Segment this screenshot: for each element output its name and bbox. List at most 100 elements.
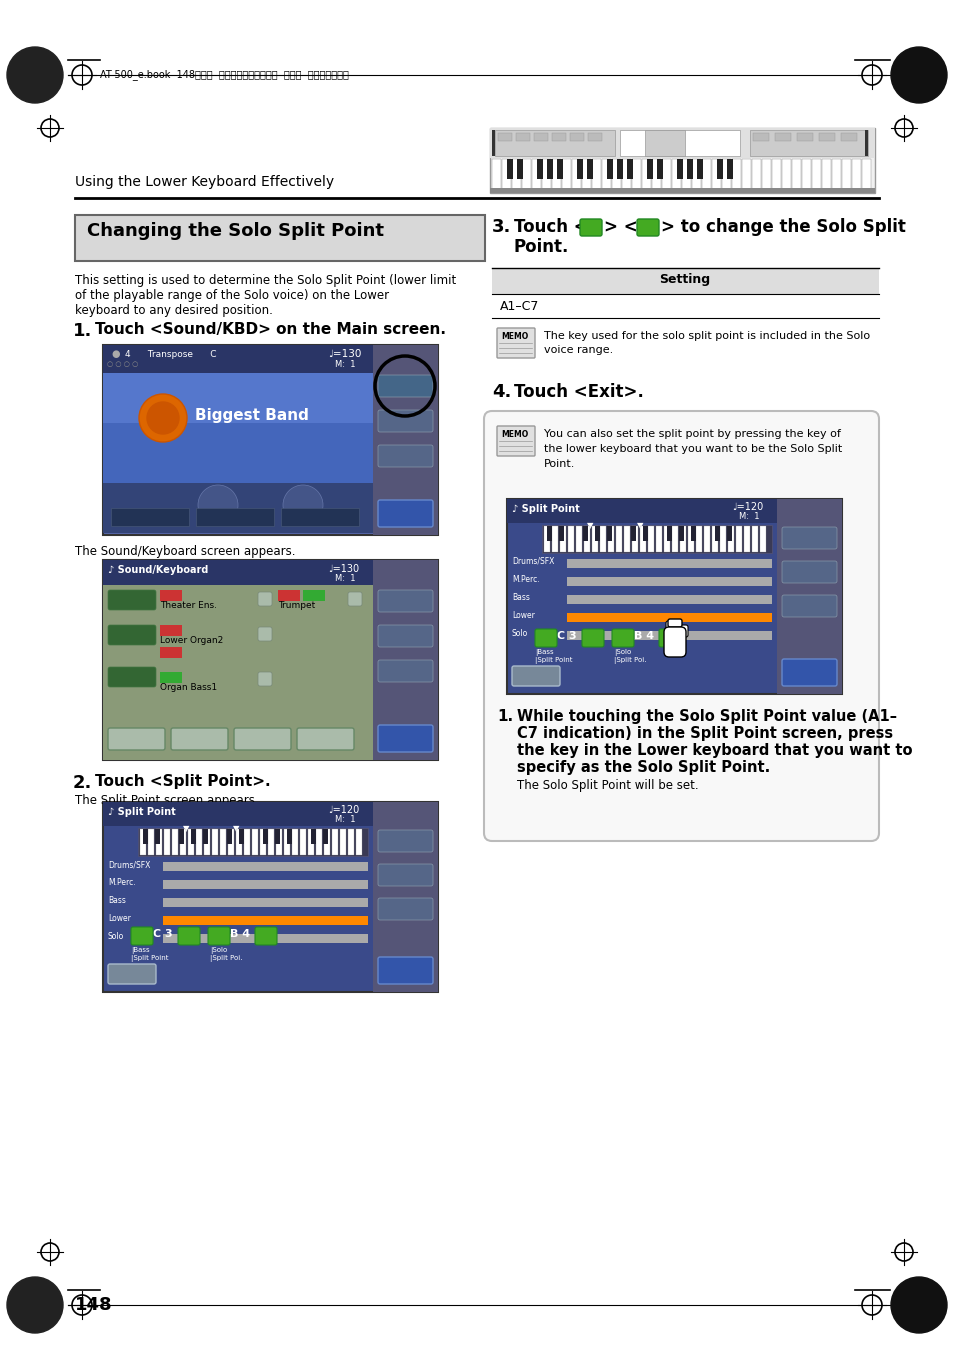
FancyBboxPatch shape: [108, 667, 156, 688]
Text: ▼: ▼: [183, 824, 190, 834]
FancyBboxPatch shape: [108, 965, 156, 984]
Bar: [796, 132, 812, 141]
FancyBboxPatch shape: [377, 865, 433, 886]
Bar: [497, 132, 512, 141]
Bar: [103, 345, 437, 373]
FancyBboxPatch shape: [377, 957, 433, 984]
Text: ♩=120: ♩=120: [328, 805, 359, 815]
Bar: [275, 830, 282, 855]
FancyBboxPatch shape: [497, 328, 535, 358]
Bar: [701, 159, 710, 190]
Bar: [195, 830, 202, 855]
Bar: [521, 159, 531, 190]
FancyBboxPatch shape: [377, 725, 433, 753]
Text: ◄: ◄: [213, 929, 221, 940]
Text: Exit: Exit: [522, 671, 541, 682]
Bar: [204, 830, 210, 855]
Bar: [619, 130, 740, 155]
Circle shape: [7, 1277, 63, 1333]
Bar: [506, 499, 841, 694]
Text: Lower: Lower: [118, 630, 147, 639]
Bar: [586, 159, 593, 178]
Bar: [311, 830, 315, 844]
Bar: [774, 132, 790, 141]
Bar: [220, 830, 226, 855]
Bar: [761, 159, 770, 190]
Bar: [163, 934, 368, 943]
Text: 4      Transpose      C: 4 Transpose C: [125, 350, 216, 359]
Text: M:  1: M: 1: [335, 574, 355, 584]
Bar: [188, 830, 193, 855]
Bar: [599, 526, 605, 553]
Text: ◄: ◄: [617, 632, 625, 642]
Circle shape: [198, 485, 237, 526]
Bar: [781, 159, 790, 190]
Bar: [552, 159, 560, 190]
FancyBboxPatch shape: [257, 592, 272, 607]
Bar: [691, 159, 700, 190]
Bar: [656, 526, 661, 553]
Bar: [506, 499, 776, 523]
Text: 2.: 2.: [73, 774, 92, 792]
Bar: [287, 830, 292, 844]
Text: ►: ►: [260, 929, 268, 940]
Bar: [561, 159, 571, 190]
Text: ◄ Rec/Play: ◄ Rec/Play: [380, 413, 417, 420]
Text: Effect: Effect: [239, 734, 265, 742]
Bar: [677, 159, 682, 178]
Text: MEMO: MEMO: [500, 332, 528, 340]
Bar: [490, 188, 874, 193]
Text: > to change the Solo Split: > to change the Solo Split: [660, 218, 905, 236]
Text: of the playable range of the Solo voice) on the Lower: of the playable range of the Solo voice)…: [75, 289, 389, 303]
Bar: [156, 830, 162, 855]
Bar: [492, 159, 500, 190]
FancyBboxPatch shape: [348, 592, 361, 607]
Bar: [752, 132, 768, 141]
FancyBboxPatch shape: [581, 630, 603, 647]
Bar: [626, 159, 633, 178]
Bar: [566, 631, 771, 640]
Text: M:  1: M: 1: [739, 512, 759, 521]
Text: Using the Lower Keyboard Effectively: Using the Lower Keyboard Effectively: [75, 176, 334, 189]
Bar: [235, 830, 242, 855]
Text: ▼: ▼: [637, 521, 643, 530]
Bar: [492, 267, 878, 295]
FancyBboxPatch shape: [497, 426, 535, 457]
Bar: [557, 159, 562, 178]
Bar: [75, 215, 484, 261]
Bar: [642, 526, 647, 540]
FancyBboxPatch shape: [483, 411, 878, 842]
Bar: [552, 132, 565, 141]
Text: 148: 148: [75, 1296, 112, 1315]
Bar: [681, 159, 690, 190]
Bar: [720, 526, 725, 553]
Text: SplitPoint: SplitPoint: [302, 734, 345, 742]
Bar: [160, 626, 182, 636]
Text: the key in the Lower keyboard that you want to: the key in the Lower keyboard that you w…: [517, 743, 911, 758]
Bar: [103, 585, 373, 725]
Bar: [348, 830, 354, 855]
Bar: [631, 159, 640, 190]
Text: * Quick Guide: * Quick Guide: [286, 511, 338, 520]
Bar: [252, 830, 257, 855]
Bar: [212, 830, 218, 855]
FancyBboxPatch shape: [257, 671, 272, 686]
Bar: [582, 526, 587, 540]
Bar: [274, 830, 280, 844]
Text: ►: ►: [260, 630, 266, 638]
Bar: [163, 880, 368, 889]
Text: Main: Main: [390, 509, 419, 520]
Bar: [686, 159, 692, 178]
Bar: [583, 526, 589, 553]
Text: Solo: Solo: [304, 590, 318, 597]
FancyBboxPatch shape: [377, 409, 433, 432]
Text: ►: ►: [663, 632, 672, 642]
Bar: [543, 526, 550, 553]
Bar: [851, 159, 861, 190]
Text: ♪ Rhythm: ♪ Rhythm: [116, 511, 153, 520]
Text: Lower Organ2: Lower Organ2: [160, 636, 223, 644]
Text: ▼: ▼: [586, 521, 593, 530]
Bar: [260, 830, 266, 855]
Circle shape: [7, 47, 63, 103]
FancyBboxPatch shape: [637, 219, 659, 236]
